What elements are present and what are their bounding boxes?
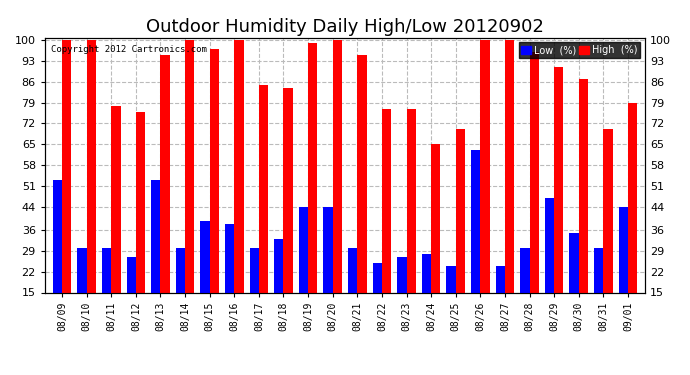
Bar <box>579 79 588 292</box>
Bar <box>554 67 564 292</box>
Bar <box>185 40 195 292</box>
Bar <box>250 248 259 292</box>
Bar <box>529 53 539 292</box>
Bar <box>299 207 308 292</box>
Bar <box>594 248 603 292</box>
Bar <box>225 224 235 292</box>
Bar <box>200 221 210 292</box>
Bar <box>505 40 514 292</box>
Bar <box>455 129 465 292</box>
Bar <box>480 40 490 292</box>
Bar <box>348 248 357 292</box>
Bar <box>136 112 145 292</box>
Bar <box>471 150 480 292</box>
Bar <box>308 44 317 292</box>
Bar <box>357 55 366 292</box>
Bar <box>446 266 455 292</box>
Bar <box>126 257 136 292</box>
Bar <box>324 207 333 292</box>
Bar <box>628 103 638 292</box>
Bar <box>333 40 342 292</box>
Bar <box>52 180 62 292</box>
Bar <box>569 233 579 292</box>
Bar <box>111 106 121 292</box>
Bar <box>422 254 431 292</box>
Bar <box>176 248 185 292</box>
Text: Copyright 2012 Cartronics.com: Copyright 2012 Cartronics.com <box>51 45 207 54</box>
Legend: Low  (%), High  (%): Low (%), High (%) <box>518 42 640 58</box>
Bar <box>274 239 284 292</box>
Title: Outdoor Humidity Daily High/Low 20120902: Outdoor Humidity Daily High/Low 20120902 <box>146 18 544 36</box>
Bar <box>284 88 293 292</box>
Bar <box>382 109 391 292</box>
Bar <box>161 55 170 292</box>
Bar <box>210 50 219 292</box>
Bar <box>618 207 628 292</box>
Bar <box>495 266 505 292</box>
Bar <box>373 263 382 292</box>
Bar <box>603 129 613 292</box>
Bar <box>235 40 244 292</box>
Bar <box>87 40 96 292</box>
Bar <box>259 85 268 292</box>
Bar <box>545 198 554 292</box>
Bar <box>431 144 440 292</box>
Bar <box>102 248 111 292</box>
Bar <box>62 40 72 292</box>
Bar <box>77 248 87 292</box>
Bar <box>151 180 161 292</box>
Bar <box>520 248 529 292</box>
Bar <box>397 257 406 292</box>
Bar <box>406 109 416 292</box>
